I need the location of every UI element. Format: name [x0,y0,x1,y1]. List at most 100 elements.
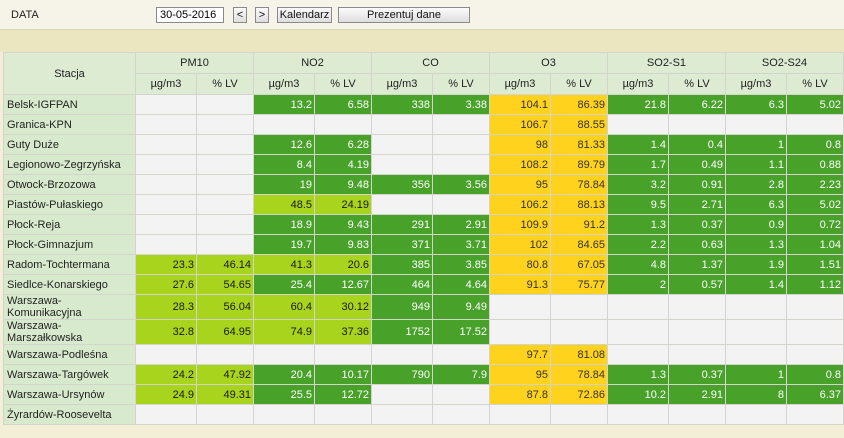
measurement-cell: 8.4 [253,154,315,175]
station-name[interactable]: Siedlce-Konarskiego [3,274,136,295]
measurement-cell [432,194,490,215]
unit-header: µg/m3 [135,73,197,95]
station-name[interactable]: Granica-KPN [3,114,136,135]
calendar-button[interactable]: Kalendarz [277,7,332,23]
measurement-cell [432,114,490,135]
station-name[interactable]: Płock-Gimnazjum [3,234,136,255]
date-input[interactable] [156,7,224,23]
measurement-cell: 67.05 [550,254,608,275]
measurement-cell [668,319,726,345]
station-name[interactable]: Warszawa-Targówek [3,364,136,385]
measurement-cell: 1.9 [725,254,787,275]
show-data-button[interactable]: Prezentuj dane [338,7,470,23]
unit-header: % LV [196,73,254,95]
table-row: Belsk-IGFPAN 13.2 6.58 338 3.38 104.1 86.39 21.… [3,94,844,115]
station-name[interactable]: Płock-Reja [3,214,136,235]
measurement-cell: 46.14 [196,254,254,275]
measurement-cell [371,134,433,155]
table-row: Otwock-Brzozowa 19 9.48 356 3.56 95 78.84 3.2 0.… [3,174,844,195]
measurement-cell [135,194,197,215]
measurement-cell: 88.55 [550,114,608,135]
measurement-cell: 2.91 [432,214,490,235]
station-name[interactable]: Żyrardów-Roosevelta [3,404,136,425]
measurement-cell: 91.2 [550,214,608,235]
measurement-cell: 6.3 [725,94,787,115]
measurement-cell: 2 [607,274,669,295]
measurement-cell [135,114,197,135]
measurement-cell [725,404,787,425]
station-name[interactable]: Otwock-Brzozowa [3,174,136,195]
measurement-cell: 30.12 [314,294,372,320]
measurement-cell: 23.3 [135,254,197,275]
measurement-cell: 6.22 [668,94,726,115]
measurement-cell: 102 [489,234,551,255]
measurement-cell [314,114,372,135]
measurement-cell [196,214,254,235]
measurement-cell: 0.8 [786,364,844,385]
spacer-band [0,30,844,52]
measurement-cell: 21.8 [607,94,669,115]
measurement-cell: 60.4 [253,294,315,320]
table-row: Radom-Tochtermana 23.3 46.14 41.3 20.6 385 3.8… [3,254,844,275]
measurement-cell: 0.91 [668,174,726,195]
next-day-button[interactable]: > [255,7,269,23]
measurement-cell [607,114,669,135]
station-name[interactable]: Belsk-IGFPAN [3,94,136,115]
measurement-cell: 37.36 [314,319,372,345]
measurement-cell: 49.31 [196,384,254,405]
station-name[interactable]: Warszawa-Ursynów [3,384,136,405]
measurement-cell: 88.13 [550,194,608,215]
measurement-cell [725,294,787,320]
measurement-cell [135,174,197,195]
measurement-cell: 1.04 [786,234,844,255]
station-name[interactable]: Warszawa-Komunikacyjna [3,294,136,320]
measurement-cell: 28.3 [135,294,197,320]
measurement-cell: 0.37 [668,214,726,235]
table-row: Guty Duże 12.6 6.28 98 81.33 1.4 0.4 1 0.8 [3,134,844,155]
measurement-cell: 54.65 [196,274,254,295]
measurement-cell [371,194,433,215]
table-row: Piastów-Pułaskiego 48.5 24.19 106.2 88.13 9.5… [3,194,844,215]
measurement-cell: 4.19 [314,154,372,175]
measurement-cell: 106.2 [489,194,551,215]
station-name[interactable]: Radom-Tochtermana [3,254,136,275]
measurement-cell: 8 [725,384,787,405]
table-row: Warszawa-Targówek 24.2 47.92 20.4 10.17 790 7.… [3,364,844,385]
measurement-cell: 3.71 [432,234,490,255]
measurement-cell: 4.64 [432,274,490,295]
unit-header: % LV [786,73,844,95]
station-name[interactable]: Guty Duże [3,134,136,155]
table-row: Siedlce-Konarskiego 27.6 54.65 25.4 12.67 464… [3,274,844,295]
measurement-cell: 3.56 [432,174,490,195]
measurement-cell: 9.48 [314,174,372,195]
measurement-cell [668,294,726,320]
measurement-cell [196,154,254,175]
measurement-cell: 6.28 [314,134,372,155]
measurement-cell [371,344,433,365]
station-name[interactable]: Warszawa-Podleśna [3,344,136,365]
pollutant-header: SO2-S1 [607,52,726,74]
measurement-cell: 9.5 [607,194,669,215]
measurement-cell: 3.85 [432,254,490,275]
measurement-cell: 19.7 [253,234,315,255]
measurement-cell: 1.4 [607,134,669,155]
measurement-cell: 1.1 [725,154,787,175]
measurement-cell [135,234,197,255]
measurement-cell: 87.8 [489,384,551,405]
unit-header: µg/m3 [489,73,551,95]
measurement-cell: 1.12 [786,274,844,295]
station-name[interactable]: Legionowo-Zegrzyńska [3,154,136,175]
station-name[interactable]: Piastów-Pułaskiego [3,194,136,215]
measurement-cell: 25.5 [253,384,315,405]
station-name[interactable]: Warszawa-Marszałkowska [3,319,136,345]
measurement-cell [668,344,726,365]
measurement-cell: 1.37 [668,254,726,275]
measurement-cell: 75.77 [550,274,608,295]
prev-day-button[interactable]: < [233,7,247,23]
measurement-cell [489,294,551,320]
measurement-cell: 6.58 [314,94,372,115]
measurement-cell: 0.72 [786,214,844,235]
measurement-cell: 2.91 [668,384,726,405]
measurement-cell [314,404,372,425]
measurement-cell: 338 [371,94,433,115]
